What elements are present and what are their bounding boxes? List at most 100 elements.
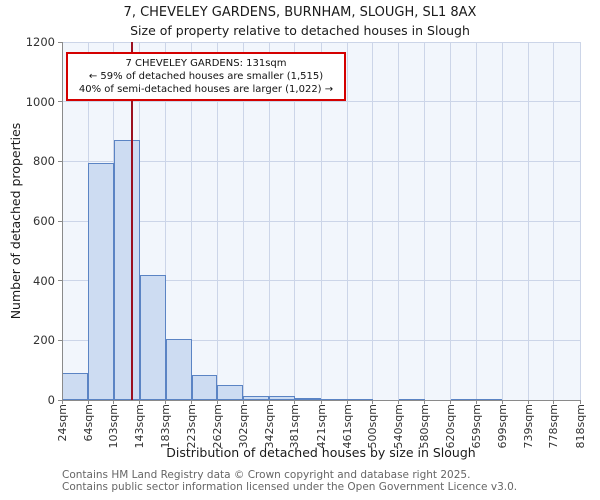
x-tick-label: 699sqm bbox=[495, 404, 509, 449]
x-tick-mark bbox=[61, 400, 63, 404]
v-gridline bbox=[372, 42, 374, 400]
footer: Contains HM Land Registry data © Crown c… bbox=[62, 469, 518, 493]
v-gridline bbox=[398, 42, 400, 400]
x-tick-label: 461sqm bbox=[340, 404, 354, 449]
x-tick-mark bbox=[113, 400, 115, 404]
x-tick-mark bbox=[579, 400, 581, 404]
v-gridline bbox=[424, 42, 426, 400]
x-tick-mark bbox=[294, 400, 296, 404]
v-gridline bbox=[579, 42, 581, 400]
v-gridline bbox=[216, 42, 218, 400]
v-gridline bbox=[450, 42, 452, 400]
v-gridline bbox=[320, 42, 322, 400]
x-tick-label: 64sqm bbox=[81, 404, 95, 442]
y-tick-mark bbox=[58, 101, 62, 103]
y-tick-label: 600 bbox=[33, 214, 55, 228]
x-axis-title: Distribution of detached houses by size … bbox=[166, 445, 476, 460]
y-tick-mark bbox=[58, 220, 62, 222]
x-tick-mark bbox=[450, 400, 452, 404]
x-tick-label: 223sqm bbox=[185, 404, 199, 449]
x-tick-mark bbox=[553, 400, 555, 404]
histogram-bar bbox=[217, 385, 244, 400]
histogram-bar bbox=[243, 395, 270, 400]
x-tick-mark bbox=[191, 400, 193, 404]
x-tick-label: 659sqm bbox=[469, 404, 483, 449]
x-tick-mark bbox=[216, 400, 218, 404]
x-tick-label: 739sqm bbox=[521, 404, 535, 449]
histogram-bar bbox=[191, 374, 218, 400]
v-gridline bbox=[553, 42, 555, 400]
histogram-bar bbox=[139, 274, 166, 400]
v-gridline bbox=[268, 42, 270, 400]
chart-subtitle: Size of property relative to detached ho… bbox=[130, 23, 470, 38]
x-tick-label: 500sqm bbox=[366, 404, 380, 449]
x-tick-label: 183sqm bbox=[159, 404, 173, 449]
x-axis-line bbox=[62, 400, 580, 401]
y-tick-label: 800 bbox=[33, 154, 55, 169]
footer-licence-line: Contains public sector information licen… bbox=[62, 480, 518, 493]
y-tick-label: 200 bbox=[33, 333, 55, 348]
x-tick-label: 540sqm bbox=[392, 404, 406, 449]
x-tick-label: 778sqm bbox=[547, 404, 561, 449]
x-tick-mark bbox=[346, 400, 348, 404]
x-tick-label: 103sqm bbox=[107, 404, 121, 449]
histogram-bar bbox=[165, 338, 192, 400]
y-tick-mark bbox=[58, 339, 62, 341]
x-tick-label: 580sqm bbox=[418, 404, 432, 449]
y-tick-label: 0 bbox=[47, 393, 55, 407]
x-tick-label: 818sqm bbox=[573, 404, 587, 449]
x-tick-label: 342sqm bbox=[262, 404, 276, 449]
v-gridline bbox=[501, 42, 503, 400]
x-tick-label: 302sqm bbox=[236, 404, 250, 449]
chart-title: 7, CHEVELEY GARDENS, BURNHAM, SLOUGH, SL… bbox=[123, 5, 477, 20]
x-tick-mark bbox=[501, 400, 503, 404]
v-gridline bbox=[294, 42, 296, 400]
x-tick-mark bbox=[372, 400, 374, 404]
y-tick-label: 400 bbox=[33, 273, 55, 288]
x-tick-mark bbox=[87, 400, 89, 404]
histogram-bar bbox=[113, 140, 140, 400]
y-tick-mark bbox=[58, 280, 62, 282]
v-gridline bbox=[475, 42, 477, 400]
x-tick-mark bbox=[139, 400, 141, 404]
x-tick-label: 620sqm bbox=[444, 404, 458, 449]
x-tick-label: 143sqm bbox=[133, 404, 147, 449]
y-axis-line bbox=[62, 42, 63, 400]
x-tick-mark bbox=[424, 400, 426, 404]
x-tick-mark bbox=[320, 400, 322, 404]
y-tick-mark bbox=[58, 399, 62, 401]
x-tick-label: 381sqm bbox=[288, 404, 302, 449]
x-tick-label: 262sqm bbox=[210, 404, 224, 449]
property-marker-line bbox=[130, 42, 133, 400]
annotation-property-line: 7 CHEVELEY GARDENS: 131sqm bbox=[125, 58, 287, 69]
histogram-bar bbox=[294, 397, 321, 400]
histogram-bar bbox=[88, 162, 114, 400]
annotation-box: 7 CHEVELEY GARDENS: 131sqm ← 59% of deta… bbox=[66, 52, 346, 101]
y-tick-mark bbox=[58, 160, 62, 162]
y-tick-label: 1000 bbox=[25, 94, 55, 109]
v-gridline bbox=[346, 42, 348, 400]
x-tick-mark bbox=[527, 400, 529, 404]
histogram-bar bbox=[62, 373, 89, 400]
annotation-larger-line: 40% of semi-detached houses are larger (… bbox=[78, 84, 334, 95]
x-tick-mark bbox=[398, 400, 400, 404]
v-gridline bbox=[191, 42, 193, 400]
histogram-bar bbox=[269, 395, 295, 400]
x-tick-mark bbox=[165, 400, 167, 404]
x-tick-mark bbox=[475, 400, 477, 404]
x-tick-label: 24sqm bbox=[55, 404, 69, 442]
footer-copyright-line: Contains HM Land Registry data © Crown c… bbox=[62, 469, 471, 481]
y-axis-title: Number of detached properties bbox=[8, 122, 23, 320]
y-tick-label: 1200 bbox=[25, 35, 55, 49]
x-tick-mark bbox=[242, 400, 244, 404]
plot-area: 7 CHEVELEY GARDENS: 131sqm ← 59% of deta… bbox=[26, 35, 587, 448]
v-gridline bbox=[165, 42, 167, 400]
x-tick-label: 421sqm bbox=[314, 404, 328, 449]
y-tick-mark bbox=[58, 41, 62, 43]
x-tick-mark bbox=[268, 400, 270, 404]
annotation-smaller-line: ← 59% of detached houses are smaller (1,… bbox=[88, 71, 324, 82]
v-gridline bbox=[139, 42, 141, 400]
v-gridline bbox=[242, 42, 244, 400]
v-gridline bbox=[527, 42, 529, 400]
